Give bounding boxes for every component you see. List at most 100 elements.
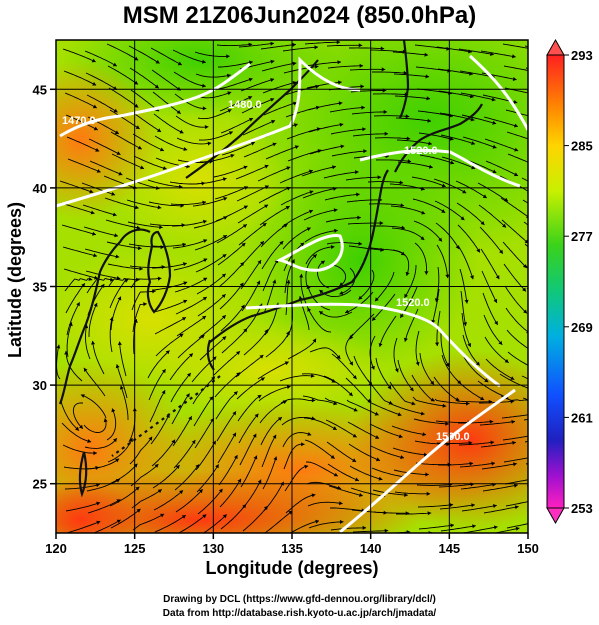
- streamline-arrow: [79, 424, 83, 429]
- streamline: [175, 115, 209, 128]
- streamline: [370, 49, 407, 53]
- streamline: [304, 439, 335, 459]
- streamline-arrow: [338, 80, 342, 85]
- streamline: [481, 463, 517, 470]
- streamline: [195, 253, 227, 273]
- y-tick-label: 40: [33, 181, 47, 196]
- streamline-arrow: [375, 297, 379, 302]
- streamline: [60, 202, 95, 214]
- streamline-arrow: [536, 93, 540, 97]
- colorbar-tick-label: 293: [571, 48, 593, 63]
- streamline: [170, 201, 207, 205]
- streamline-arrow: [361, 105, 365, 110]
- streamline: [412, 396, 447, 407]
- streamline-arrow: [400, 203, 405, 208]
- streamline: [455, 180, 488, 199]
- streamline: [415, 330, 420, 366]
- streamline-arrow: [300, 242, 305, 247]
- streamline-arrow: [249, 117, 253, 122]
- streamline: [287, 149, 322, 162]
- streamline-arrow: [286, 385, 291, 390]
- streamline: [317, 260, 330, 289]
- streamline: [507, 153, 528, 163]
- streamline: [346, 399, 379, 416]
- streamline-arrow: [96, 520, 101, 525]
- streamline: [218, 454, 238, 486]
- streamline: [396, 139, 432, 145]
- streamline-arrow: [135, 125, 140, 129]
- streamline: [347, 222, 384, 225]
- streamline: [284, 465, 309, 492]
- streamline: [411, 374, 435, 402]
- streamline: [372, 489, 408, 496]
- streamline-arrow: [319, 289, 324, 294]
- streamline: [92, 340, 105, 375]
- streamline: [240, 455, 258, 488]
- streamline-arrow: [336, 40, 341, 45]
- colorbar-lower-arrow: [546, 507, 565, 525]
- streamline-arrow: [187, 373, 191, 377]
- coastlines: [58, 40, 483, 498]
- streamline-arrow: [114, 233, 118, 238]
- streamline-arrow: [530, 349, 534, 353]
- streamline: [153, 299, 188, 313]
- contour-label: 1500.0: [436, 431, 470, 443]
- streamline: [154, 135, 188, 151]
- streamline-arrow: [161, 369, 166, 374]
- streamline: [263, 102, 298, 116]
- streamline: [106, 241, 142, 249]
- streamline-arrow: [271, 119, 276, 124]
- streamline-arrow: [182, 242, 186, 247]
- streamline: [379, 315, 397, 348]
- streamline-arrow: [227, 91, 232, 96]
- streamline-arrow: [353, 407, 358, 412]
- streamline-arrow: [148, 436, 153, 441]
- streamline: [307, 102, 343, 111]
- streamline: [219, 96, 253, 112]
- streamline-arrow: [222, 235, 227, 239]
- streamline: [503, 263, 527, 292]
- streamline: [174, 464, 200, 491]
- streamline-arrow: [438, 237, 442, 242]
- streamline-arrow: [535, 455, 539, 459]
- streamline: [126, 199, 162, 209]
- streamline: [64, 92, 98, 109]
- streamline: [62, 444, 97, 454]
- streamline-arrow: [135, 486, 140, 491]
- streamline-arrow: [292, 81, 297, 85]
- streamline-arrow: [426, 491, 431, 496]
- streamline-arrow: [375, 435, 380, 439]
- streamline: [119, 341, 127, 377]
- streamline-arrow: [489, 419, 494, 424]
- streamline: [258, 385, 291, 402]
- streamline: [393, 469, 429, 476]
- streamline: [191, 356, 217, 383]
- streamline: [339, 267, 356, 295]
- streamline: [60, 400, 80, 431]
- coast-ryukyu: [111, 375, 221, 457]
- streamline: [151, 69, 181, 91]
- streamline-arrow: [372, 316, 376, 321]
- streamline: [215, 391, 238, 420]
- streamline-arrow: [202, 297, 207, 301]
- streamline-arrow: [264, 204, 269, 209]
- streamline: [261, 240, 284, 270]
- colorbar-upper-arrow: [546, 38, 565, 56]
- streamline-arrow: [202, 83, 206, 88]
- streamline: [88, 138, 121, 155]
- streamline: [499, 373, 528, 389]
- streamline: [417, 110, 453, 117]
- streamline: [87, 499, 121, 514]
- streamline-arrow: [514, 123, 518, 128]
- streamline-arrow: [91, 340, 96, 345]
- streamline: [372, 93, 409, 96]
- streamline: [260, 223, 288, 248]
- streamline: [282, 46, 319, 52]
- streamline: [302, 187, 337, 199]
- streamline: [324, 397, 358, 412]
- streamline: [326, 441, 357, 463]
- streamline-arrow: [471, 165, 476, 170]
- streamline-arrow: [270, 78, 275, 82]
- streamline-arrow: [160, 513, 165, 518]
- x-tick-label: 145: [438, 541, 460, 556]
